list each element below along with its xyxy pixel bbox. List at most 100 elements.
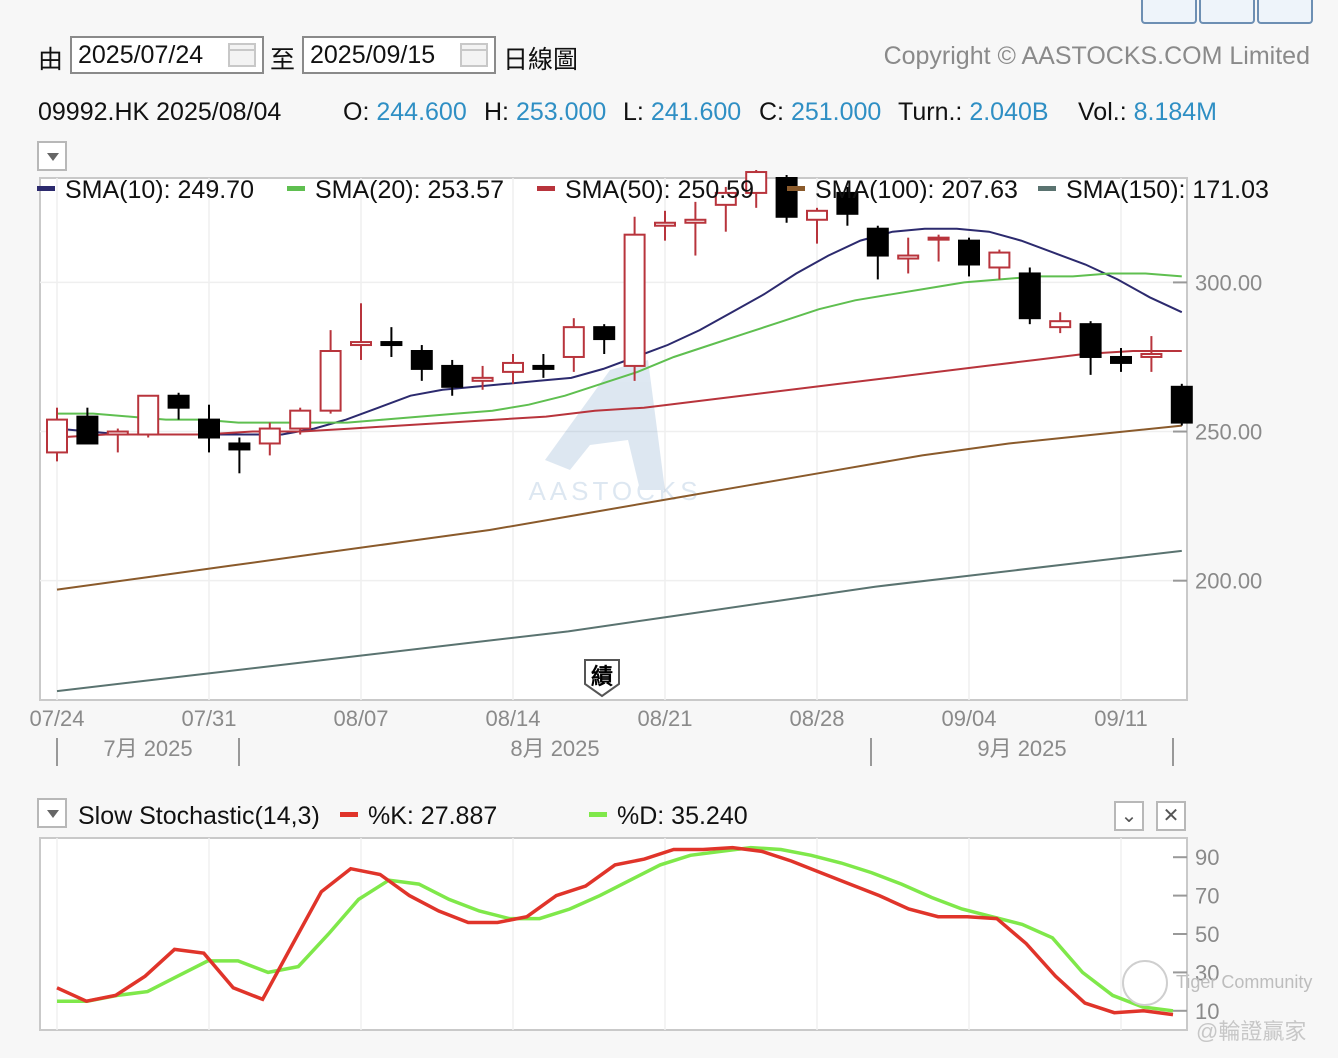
y-tick-label: 250.00 — [1195, 420, 1262, 445]
candle-body — [836, 191, 859, 215]
candle-body — [1049, 320, 1072, 329]
legend-sma20: SMA(20): 253.57 — [287, 176, 504, 205]
x-tick-label: 09/04 — [941, 706, 996, 731]
stoch-dropdown-button[interactable] — [37, 798, 67, 828]
legend-sma150: SMA(150): 171.03 — [1038, 176, 1269, 205]
candle-body — [806, 209, 828, 221]
candle-body — [76, 415, 99, 445]
candle-body — [137, 394, 160, 436]
zoom-in-button[interactable] — [1141, 0, 1197, 24]
event-marker-label: 績 — [591, 664, 613, 689]
candle-body — [684, 218, 707, 224]
candle-body — [1079, 323, 1102, 358]
sma-line-sma100 — [56, 424, 1182, 591]
x-tick-label: 07/24 — [29, 706, 84, 731]
tiger-community-text: Tiger Community — [1176, 972, 1313, 992]
candle-body — [714, 191, 737, 206]
to-date-input[interactable]: 2025/09/15 — [302, 36, 496, 74]
x-tick-label: 08/21 — [637, 706, 692, 731]
candle-body — [198, 418, 220, 439]
event-marker — [584, 659, 620, 698]
candle-body — [654, 221, 676, 227]
from-date-value: 2025/07/24 — [78, 41, 204, 69]
from-label: 由 — [38, 46, 64, 74]
watermark-handle: @輪證贏家 — [1196, 1019, 1307, 1044]
month-label: 8月 2025 — [510, 736, 599, 761]
watermark-logo — [545, 360, 665, 490]
candle-body — [258, 427, 281, 445]
candle-body — [441, 364, 464, 388]
main-dropdown-button[interactable] — [37, 141, 67, 171]
candle-body — [46, 418, 68, 454]
legend-swatch-sma20 — [287, 185, 305, 191]
x-tick-label: 08/14 — [485, 706, 540, 731]
candle-body — [866, 227, 889, 257]
from-date-input[interactable]: 2025/07/24 — [70, 36, 264, 74]
interval-select[interactable]: 日線圖 — [503, 46, 579, 74]
candle-body — [502, 361, 524, 373]
sma-line-sma20 — [57, 272, 1182, 424]
high-value: H: 253.000 — [484, 98, 607, 126]
candle-body — [532, 364, 555, 370]
candle-body — [988, 251, 1011, 269]
tiger-logo-icon — [1122, 960, 1168, 1006]
candle-body — [593, 326, 616, 341]
legend-sma50: SMA(50): 250.59 — [537, 176, 754, 205]
y-tick-label: 300.00 — [1195, 270, 1262, 295]
stoch-title: Slow Stochastic(14,3) — [78, 802, 320, 830]
sma-line-sma10 — [56, 227, 1183, 436]
candle-body — [745, 171, 768, 194]
candle-body — [562, 326, 585, 358]
candle-body — [410, 350, 433, 370]
stoch-y-tick-label: 50 — [1195, 922, 1219, 947]
candle-body — [1140, 352, 1163, 358]
candle-body — [927, 236, 950, 241]
x-tick-label: 09/11 — [1094, 706, 1147, 731]
volume-value: Vol.: 8.184M — [1078, 98, 1217, 126]
candle-body — [289, 409, 312, 430]
stoch-line-d — [57, 845, 1174, 1013]
stoch-k-legend: %K: 27.887 — [340, 802, 497, 831]
candle-body — [471, 376, 494, 382]
stoch-d-legend: %D: 35.240 — [589, 802, 748, 831]
zoom-out-button[interactable] — [1199, 0, 1255, 24]
price-chart: 07/24 07/31 08/07 08/14 08/21 08/28 09/04 09/11… — [29, 170, 1262, 766]
candle-body — [228, 442, 251, 451]
x-tick-label: 08/28 — [789, 706, 844, 731]
legend-swatch-sma50 — [537, 185, 555, 191]
open-value: O: 244.600 — [343, 98, 467, 126]
close-icon[interactable]: ✕ — [1156, 801, 1186, 831]
stoch-y-tick-label: 70 — [1195, 884, 1219, 909]
sma-line-sma150 — [56, 549, 1182, 693]
legend-swatch-sma150 — [1038, 185, 1056, 191]
candle-body — [1170, 385, 1193, 424]
legend-sma100: SMA(100): 207.63 — [787, 176, 1018, 205]
symbol-date: 09992.HK 2025/08/04 — [38, 98, 282, 126]
turnover-value: Turn.: 2.040B — [898, 98, 1049, 126]
export-button[interactable] — [1257, 0, 1313, 24]
calendar-icon[interactable] — [228, 43, 256, 67]
y-tick-label: 200.00 — [1195, 569, 1262, 594]
stoch-y-tick-label: 10 — [1195, 999, 1219, 1024]
candle-body — [623, 233, 646, 367]
month-label: 7月 2025 — [103, 736, 192, 761]
stoch-y-tick-label: 30 — [1195, 960, 1219, 985]
candle-body — [319, 350, 342, 412]
candle-body — [106, 430, 129, 436]
candle-body — [1018, 272, 1041, 320]
candle-body — [1110, 355, 1132, 364]
close-value: C: 251.000 — [759, 98, 882, 126]
d-swatch — [589, 811, 607, 817]
low-value: L: 241.600 — [623, 98, 742, 126]
calendar-icon[interactable] — [460, 43, 488, 67]
candle-body — [958, 239, 980, 266]
collapse-button[interactable]: ⌄ — [1114, 801, 1144, 831]
month-label: 9月 2025 — [977, 736, 1066, 761]
copyright-text: Copyright © AASTOCKS.COM Limited — [883, 42, 1310, 70]
candle-body — [897, 254, 920, 260]
to-label: 至 — [270, 46, 296, 74]
candle-body — [167, 394, 190, 409]
legend-sma10: SMA(10): 249.70 — [37, 176, 254, 205]
watermark-text: AASTOCKS — [528, 476, 701, 506]
stoch-plot-area — [39, 837, 1188, 1031]
